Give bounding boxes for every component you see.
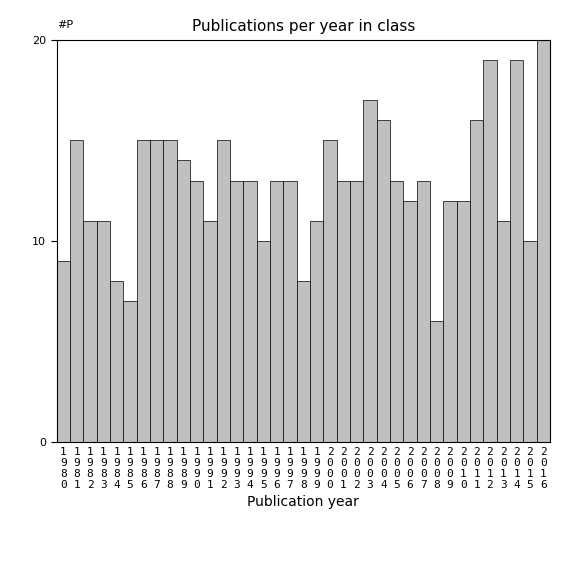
- Bar: [297, 281, 310, 442]
- Bar: [483, 60, 497, 442]
- Bar: [470, 120, 483, 442]
- Bar: [150, 141, 163, 442]
- Bar: [403, 201, 417, 442]
- Bar: [97, 221, 110, 442]
- Bar: [137, 141, 150, 442]
- Bar: [270, 180, 284, 442]
- Bar: [430, 321, 443, 442]
- Bar: [163, 141, 177, 442]
- Bar: [497, 221, 510, 442]
- Bar: [230, 180, 243, 442]
- X-axis label: Publication year: Publication year: [247, 495, 359, 509]
- Text: #P: #P: [57, 20, 73, 29]
- Bar: [243, 180, 257, 442]
- Bar: [510, 60, 523, 442]
- Bar: [337, 180, 350, 442]
- Bar: [536, 40, 550, 442]
- Bar: [376, 120, 390, 442]
- Bar: [124, 302, 137, 442]
- Bar: [456, 201, 470, 442]
- Bar: [417, 180, 430, 442]
- Bar: [350, 180, 363, 442]
- Bar: [284, 180, 297, 442]
- Bar: [310, 221, 323, 442]
- Bar: [257, 241, 270, 442]
- Bar: [217, 141, 230, 442]
- Bar: [70, 141, 83, 442]
- Bar: [57, 261, 70, 442]
- Bar: [443, 201, 456, 442]
- Bar: [83, 221, 97, 442]
- Bar: [110, 281, 124, 442]
- Bar: [363, 100, 376, 442]
- Bar: [523, 241, 536, 442]
- Bar: [204, 221, 217, 442]
- Bar: [390, 180, 403, 442]
- Bar: [323, 141, 337, 442]
- Bar: [190, 180, 204, 442]
- Bar: [177, 160, 190, 442]
- Title: Publications per year in class: Publications per year in class: [192, 19, 415, 35]
